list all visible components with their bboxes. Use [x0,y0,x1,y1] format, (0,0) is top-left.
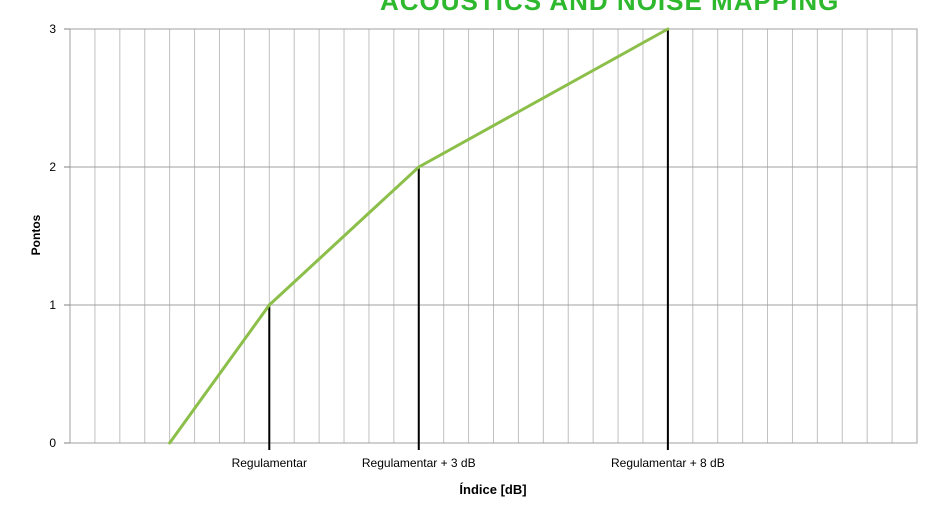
x-tick-label: Regulamentar + 3 dB [362,456,476,470]
y-tick-label: 2 [49,160,56,174]
data-point [267,303,271,307]
x-tick-labels: Regulamentar Regulamentar + 3 dB Regulamen… [232,456,725,470]
data-point [417,165,421,169]
x-tick-label: Regulamentar + 8 dB [611,456,725,470]
data-point [666,27,670,31]
y-tick-label: 0 [49,436,56,450]
x-tick-label: Regulamentar [232,456,307,470]
y-tick-label: 3 [49,22,56,36]
vertical-gridlines [94,29,893,443]
x-axis-label: Índice [dB] [459,482,526,497]
y-tick-label: 1 [49,298,56,312]
page-banner-title: ACOUSTICS AND NOISE MAPPING [380,0,952,12]
plot-frame [69,28,918,444]
y-axis-label: Pontos [29,214,43,255]
series-group [168,27,670,445]
y-tick-labels: 0 1 2 3 [49,22,70,450]
series-line [168,27,669,444]
vertical-markers [268,29,669,450]
data-point [168,441,172,445]
